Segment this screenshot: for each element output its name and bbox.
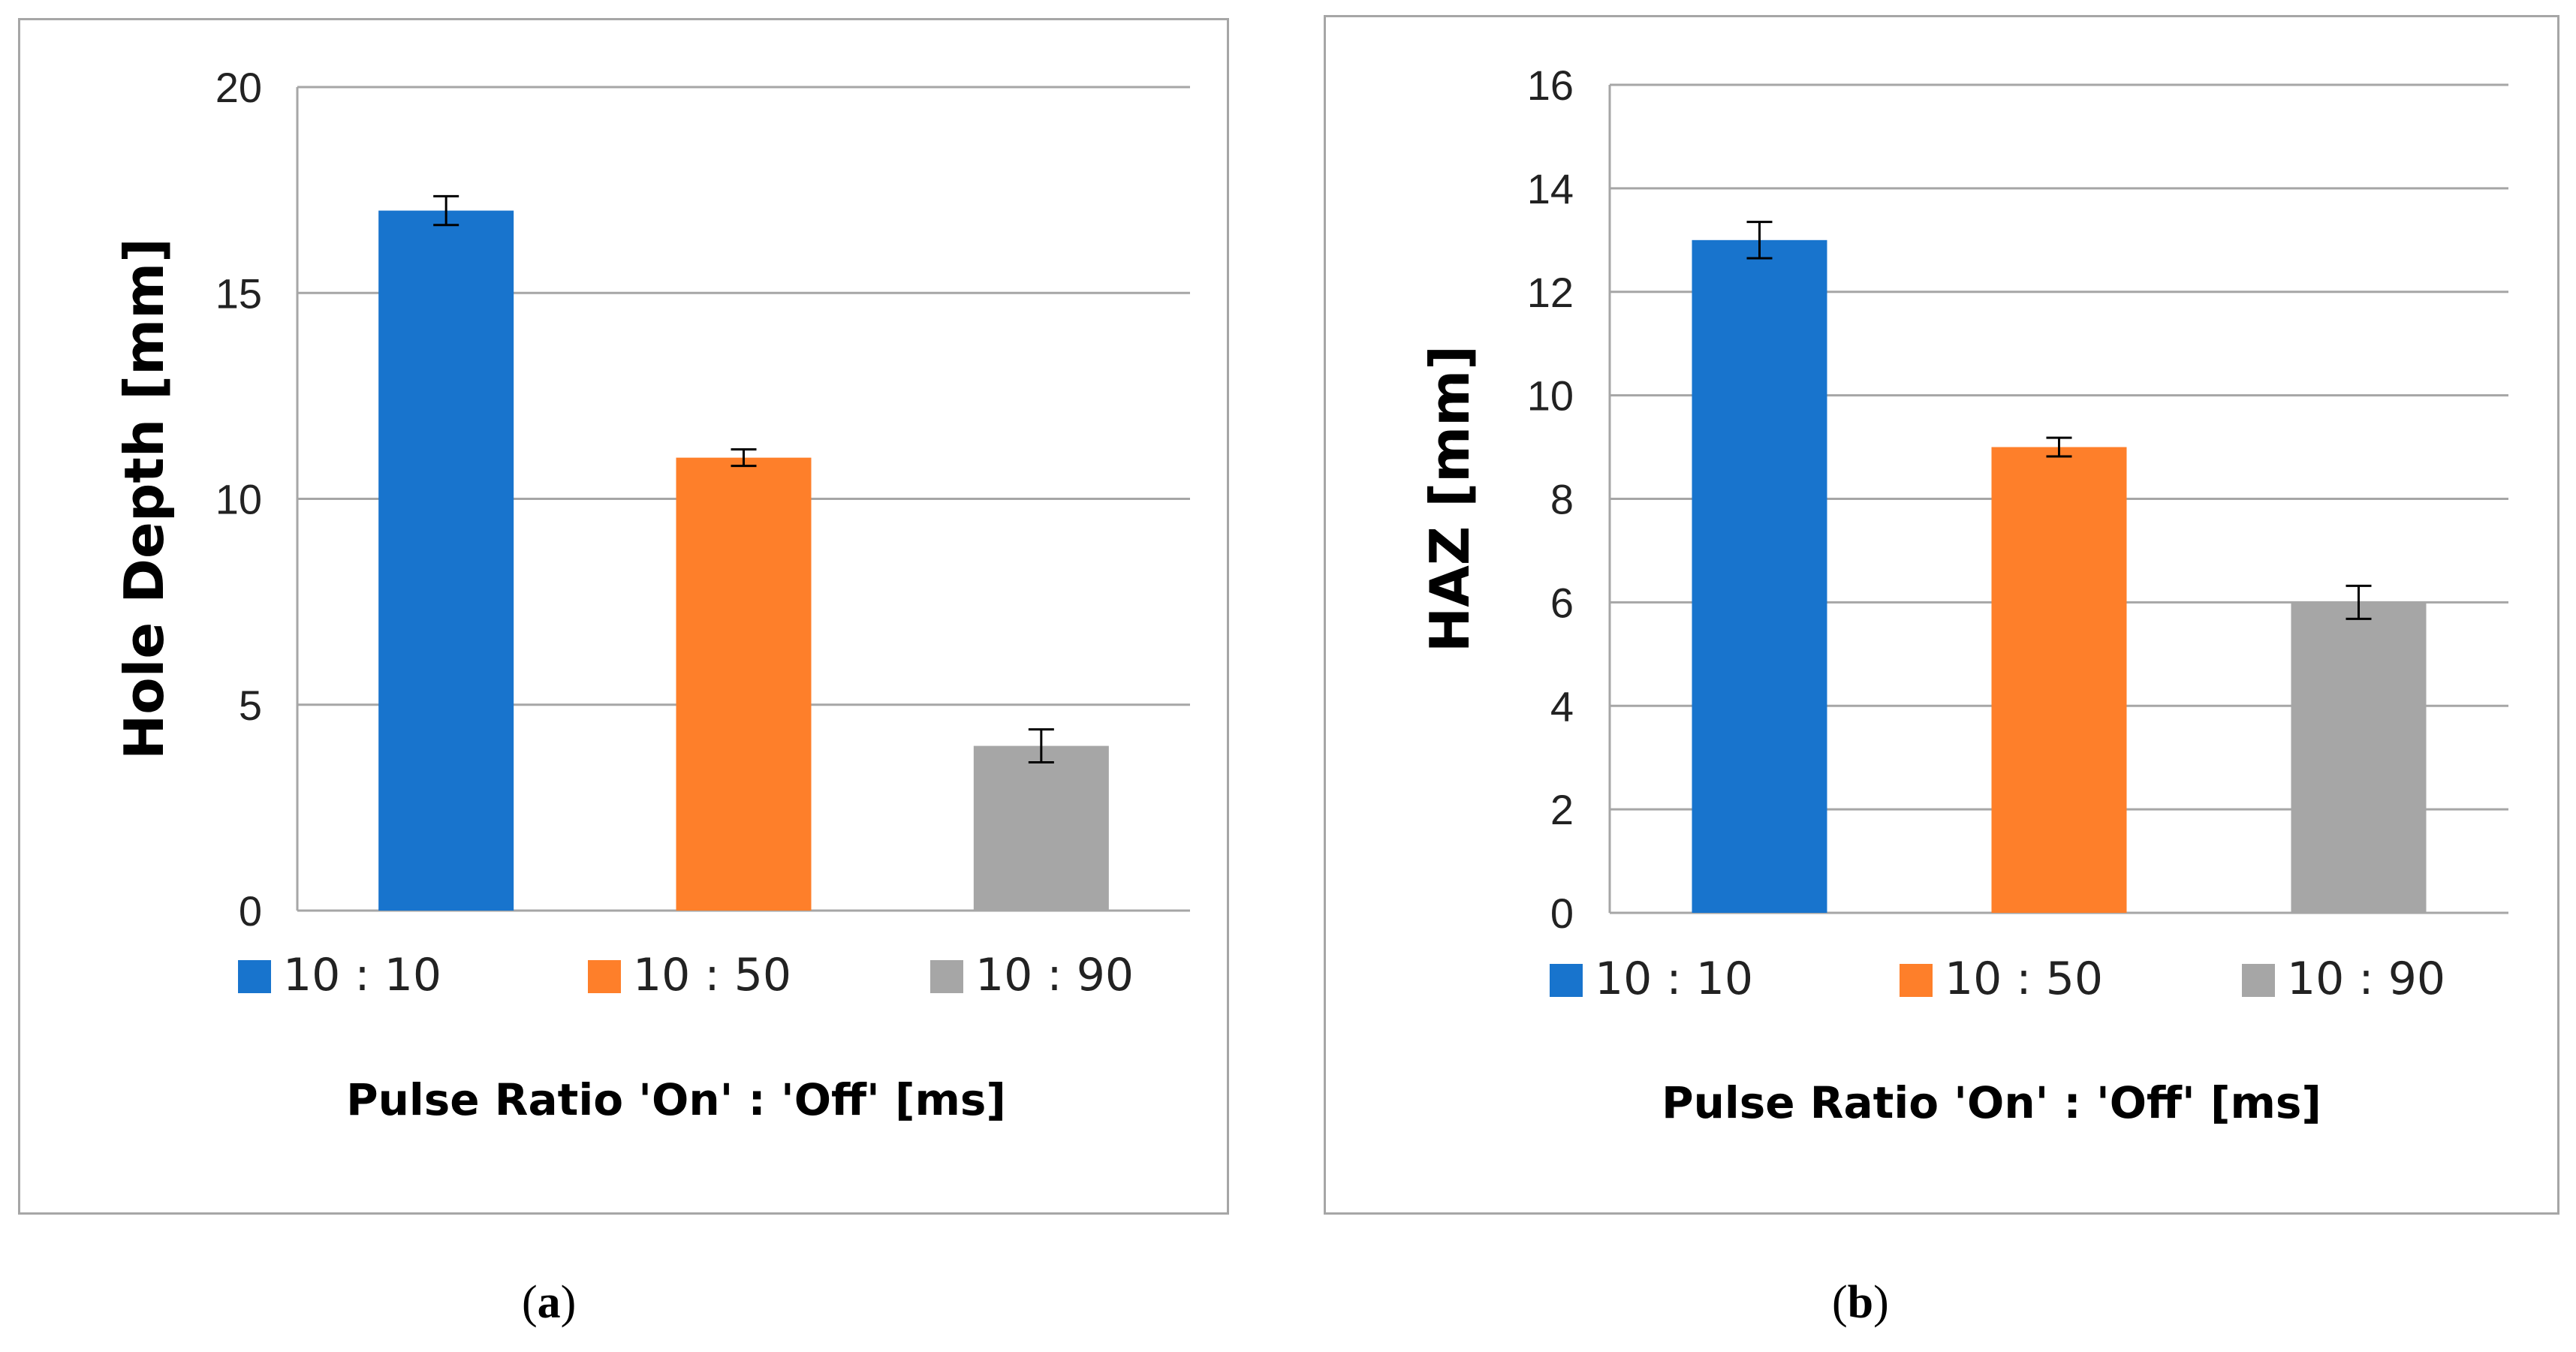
bar	[973, 745, 1109, 911]
y-tick-label: 12	[1527, 269, 1574, 316]
legend-label: 10 : 50	[633, 949, 791, 1001]
x-axis-label: Pulse Ratio 'On' : 'Off' [ms]	[346, 1074, 1006, 1125]
y-tick-label: 20	[215, 64, 262, 111]
y-tick-label: 14	[1527, 165, 1574, 212]
y-tick-label: 6	[1550, 579, 1574, 626]
legend-label: 10 : 10	[283, 949, 441, 1001]
y-tick-label: 16	[1527, 62, 1574, 109]
bar	[378, 210, 514, 911]
x-axis-label: Pulse Ratio 'On' : 'Off' [ms]	[1662, 1077, 2321, 1128]
y-tick-label: 0	[239, 887, 262, 935]
legend-label: 10 : 90	[2287, 953, 2445, 1005]
error-bar	[731, 448, 757, 468]
legend-swatch	[930, 960, 963, 993]
legend-swatch	[238, 960, 271, 993]
bar	[1692, 239, 1827, 913]
y-axis-label: Hole Depth [mm]	[113, 238, 176, 760]
error-bar	[1746, 221, 1773, 260]
y-tick-label: 0	[1550, 890, 1574, 937]
y-tick-label: 10	[215, 476, 262, 523]
y-axis-label: HAZ [mm]	[1418, 345, 1481, 652]
y-tick-label: 5	[239, 682, 262, 729]
y-tick-label: 4	[1550, 682, 1574, 730]
legend-swatch	[2242, 964, 2275, 997]
y-tick-label: 8	[1550, 476, 1574, 523]
y-tick-label: 2	[1550, 786, 1574, 833]
error-bar	[2046, 436, 2072, 458]
chart-b: 0 2 4 6 8 10 12 14 16 HAZ [mm] 10 : 10 10 : 50 10 : …	[1418, 62, 2508, 1128]
caption-b: (b)	[1832, 1277, 1889, 1328]
legend-swatch	[1550, 964, 1583, 997]
error-bar	[1028, 728, 1054, 764]
chart-a: 0 5 10 15 20 Hole Depth [mm] 10 : 10 10 : 50 10 …	[113, 64, 1190, 1125]
y-tick-label: 15	[215, 269, 262, 317]
bar	[2291, 602, 2427, 913]
caption-a: (a)	[522, 1277, 577, 1328]
y-tick-label: 10	[1527, 372, 1574, 420]
error-bar	[433, 194, 459, 227]
legend-swatch	[1900, 964, 1933, 997]
chart-panel-a: 0 5 10 15 20 Hole Depth [mm] 10 : 10 10 : 50 10 …	[18, 18, 1229, 1215]
legend-label: 10 : 90	[975, 949, 1134, 1001]
bar	[1991, 447, 2127, 913]
error-bar	[2346, 584, 2372, 620]
legend-label: 10 : 10	[1595, 953, 1753, 1005]
chart-panel-b: 0 2 4 6 8 10 12 14 16 HAZ [mm] 10 : 10 10 : 50 10 : …	[1324, 15, 2559, 1215]
legend-label: 10 : 50	[1945, 953, 2103, 1005]
legend-swatch	[588, 960, 621, 993]
bar	[676, 457, 812, 911]
